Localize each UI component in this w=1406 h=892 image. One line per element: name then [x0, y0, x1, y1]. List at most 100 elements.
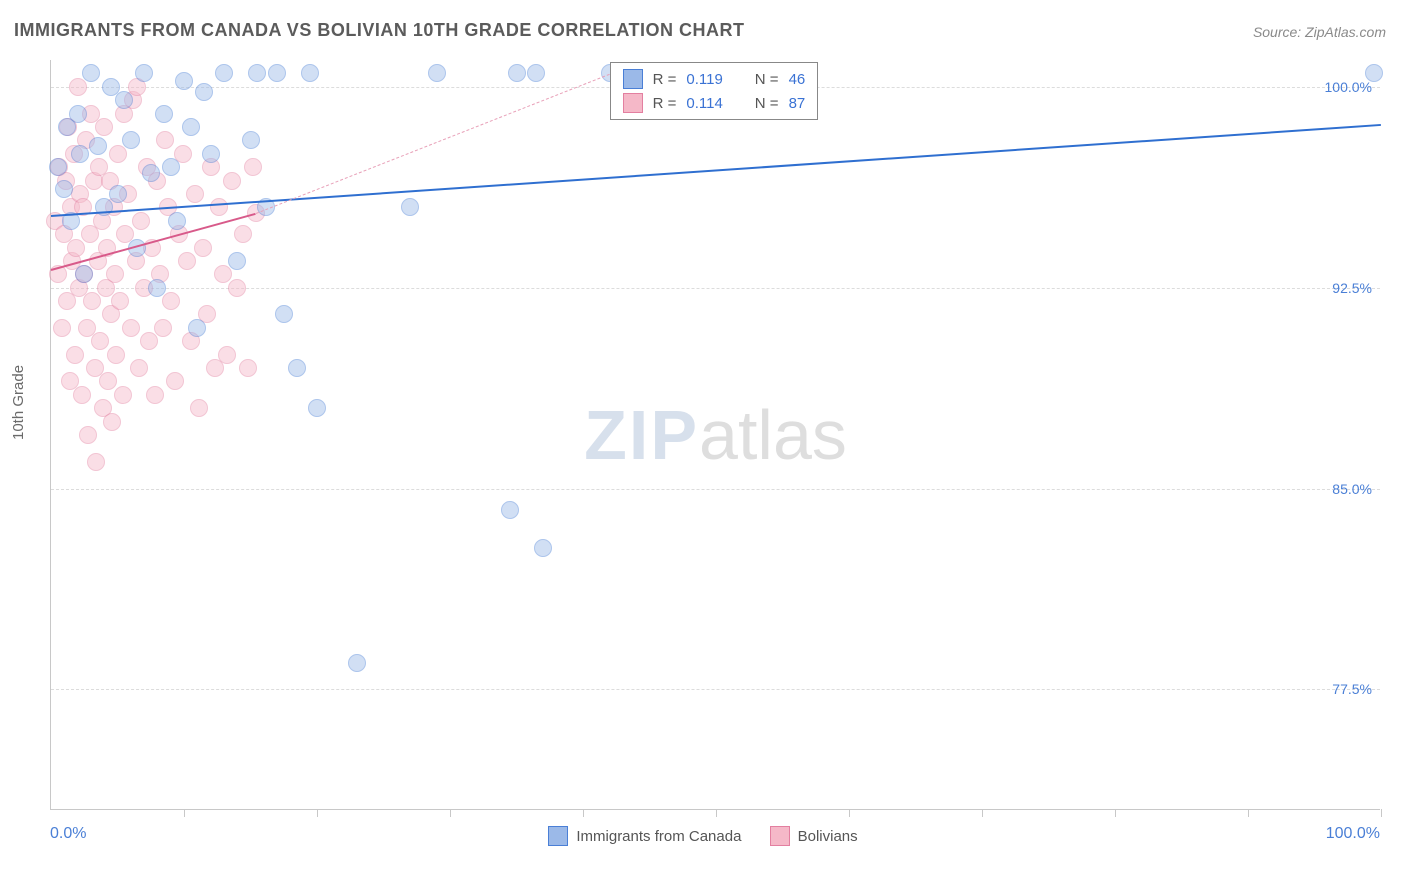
- xtick: [1248, 809, 1249, 817]
- data-point: [1365, 64, 1383, 82]
- data-point: [154, 319, 172, 337]
- data-point: [166, 372, 184, 390]
- data-point: [142, 164, 160, 182]
- data-point: [178, 252, 196, 270]
- data-point: [146, 386, 164, 404]
- correlation-row: R =0.114N =87: [611, 91, 818, 115]
- ytick-label: 85.0%: [1332, 481, 1372, 497]
- ytick-label: 92.5%: [1332, 280, 1372, 296]
- data-point: [82, 64, 100, 82]
- data-point: [188, 319, 206, 337]
- data-point: [186, 185, 204, 203]
- legend-swatch-canada: [548, 826, 568, 846]
- plot-area: ZIPatlas 77.5% 85.0% 92.5% 100.0% R = 0.119 N …: [50, 60, 1380, 810]
- data-point: [122, 319, 140, 337]
- data-point: [194, 239, 212, 257]
- ytick-label: 100.0%: [1325, 79, 1372, 95]
- legend-item-bolivians: Bolivians: [770, 826, 858, 846]
- correlation-legend: R = 0.119 N = 46R = 0.114 N = 87: [610, 62, 819, 120]
- data-point: [107, 346, 125, 364]
- n-value: 46: [789, 71, 806, 88]
- data-point: [527, 64, 545, 82]
- trendline: [256, 73, 610, 213]
- correlation-row: R = 0.119 N = 46: [611, 67, 818, 91]
- data-point: [69, 78, 87, 96]
- legend-item-canada: Immigrants from Canada: [548, 826, 741, 846]
- data-point: [162, 292, 180, 310]
- xtick: [317, 809, 318, 817]
- xtick: [982, 809, 983, 817]
- data-point: [210, 198, 228, 216]
- gridline-h: [51, 288, 1380, 289]
- y-axis-label: 10th Grade: [10, 365, 27, 440]
- bottom-legend: Immigrants from Canada Bolivians: [0, 826, 1406, 850]
- data-point: [348, 654, 366, 672]
- data-point: [95, 118, 113, 136]
- r-value: 0.114: [686, 95, 722, 112]
- data-point: [190, 399, 208, 417]
- source-label: Source: ZipAtlas.com: [1253, 24, 1386, 40]
- data-point: [156, 131, 174, 149]
- data-point: [103, 413, 121, 431]
- n-value: 87: [789, 95, 806, 112]
- data-point: [214, 265, 232, 283]
- data-point: [79, 426, 97, 444]
- watermark-atlas: atlas: [699, 396, 847, 474]
- xtick: [583, 809, 584, 817]
- data-point: [228, 252, 246, 270]
- data-point: [508, 64, 526, 82]
- data-point: [275, 305, 293, 323]
- data-point: [69, 105, 87, 123]
- data-point: [130, 359, 148, 377]
- data-point: [244, 158, 262, 176]
- r-value: 0.119: [686, 71, 722, 88]
- data-point: [168, 212, 186, 230]
- data-point: [195, 83, 213, 101]
- watermark-zip: ZIP: [584, 396, 699, 474]
- legend-label-bolivians: Bolivians: [798, 828, 858, 845]
- gridline-h: [51, 489, 1380, 490]
- data-point: [73, 386, 91, 404]
- gridline-h: [51, 689, 1380, 690]
- data-point: [91, 332, 109, 350]
- data-point: [132, 212, 150, 230]
- data-point: [114, 386, 132, 404]
- data-point: [248, 64, 266, 82]
- legend-label-canada: Immigrants from Canada: [576, 828, 741, 845]
- data-point: [66, 346, 84, 364]
- data-point: [140, 332, 158, 350]
- data-point: [175, 72, 193, 90]
- n-label: N =: [755, 95, 779, 112]
- chart-title: IMMIGRANTS FROM CANADA VS BOLIVIAN 10TH …: [14, 20, 745, 41]
- data-point: [87, 453, 105, 471]
- data-point: [155, 105, 173, 123]
- data-point: [288, 359, 306, 377]
- data-point: [106, 265, 124, 283]
- data-point: [55, 180, 73, 198]
- xtick: [184, 809, 185, 817]
- data-point: [202, 145, 220, 163]
- data-point: [401, 198, 419, 216]
- xtick: [716, 809, 717, 817]
- corr-swatch: [623, 93, 643, 113]
- xtick: [849, 809, 850, 817]
- data-point: [122, 131, 140, 149]
- xtick: [1115, 809, 1116, 817]
- data-point: [534, 539, 552, 557]
- data-point: [53, 319, 71, 337]
- data-point: [308, 399, 326, 417]
- data-point: [501, 501, 519, 519]
- watermark: ZIPatlas: [584, 395, 847, 475]
- ytick-label: 77.5%: [1332, 681, 1372, 697]
- data-point: [71, 145, 89, 163]
- n-label: N =: [755, 71, 779, 88]
- data-point: [49, 158, 67, 176]
- data-point: [75, 265, 93, 283]
- data-point: [268, 64, 286, 82]
- data-point: [228, 279, 246, 297]
- data-point: [215, 64, 233, 82]
- data-point: [99, 372, 117, 390]
- data-point: [148, 279, 166, 297]
- xtick: [1381, 809, 1382, 817]
- r-label: R =: [653, 71, 677, 88]
